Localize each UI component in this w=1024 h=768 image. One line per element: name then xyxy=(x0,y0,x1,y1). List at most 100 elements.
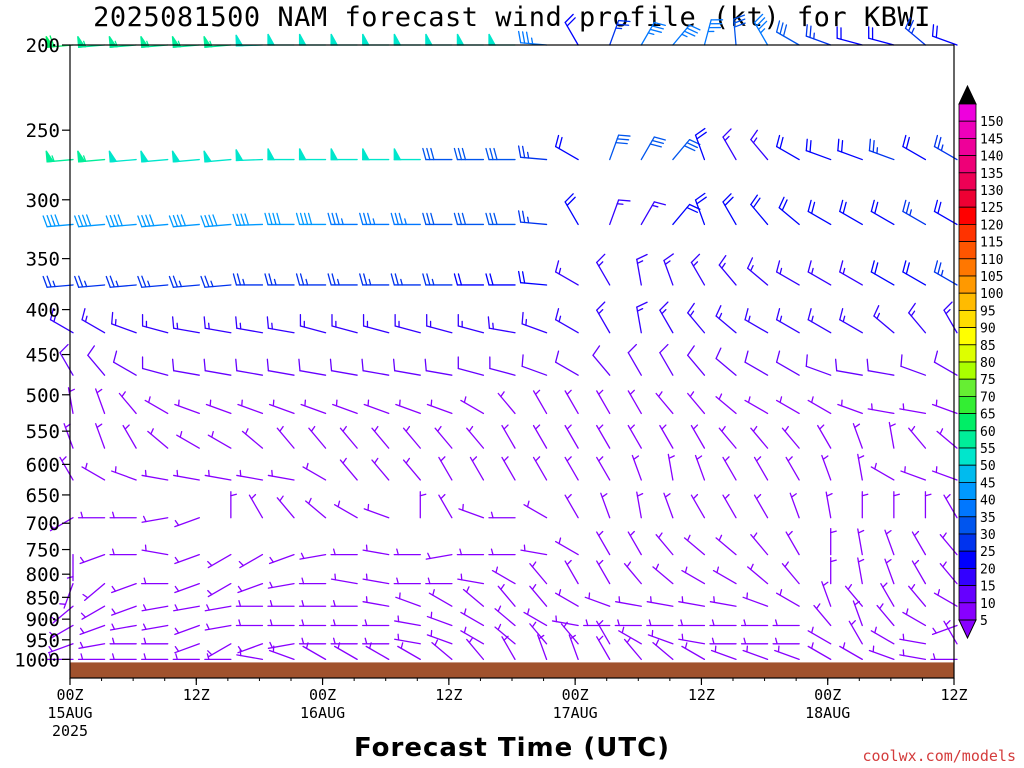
barb-feather xyxy=(453,212,459,226)
wind-barb xyxy=(825,491,833,519)
barb-feather xyxy=(422,212,427,226)
wind-barb xyxy=(394,313,421,334)
wind-barb xyxy=(426,611,453,627)
barb-feather xyxy=(367,212,372,226)
wind-barb xyxy=(438,493,453,519)
barb-half-feather xyxy=(779,315,783,323)
barb-feather xyxy=(42,275,48,288)
wind-barb xyxy=(694,192,707,226)
credit-link[interactable]: coolwx.com/models xyxy=(862,747,1016,765)
barb-feather xyxy=(430,212,435,226)
wind-barb xyxy=(880,582,895,607)
barb-feather xyxy=(636,301,648,308)
barb-half-feather xyxy=(52,280,56,288)
barb-feather xyxy=(933,260,939,273)
wind-barb xyxy=(501,456,516,481)
barb-feather xyxy=(176,214,183,227)
colorbar-bottom-arrow xyxy=(958,619,977,640)
wind-barb xyxy=(772,637,800,645)
barb-pennant xyxy=(267,148,276,161)
barb-feather xyxy=(141,214,147,227)
wind-barb xyxy=(789,492,800,519)
wind-barb xyxy=(537,634,548,661)
barb-feather xyxy=(236,213,242,226)
barb-staff xyxy=(744,361,769,376)
barb-feather xyxy=(908,302,916,314)
wind-barb xyxy=(397,642,421,661)
barb-staff xyxy=(521,365,548,376)
wind-barb xyxy=(564,389,579,415)
barb-half-feather xyxy=(405,457,411,464)
wind-barb xyxy=(908,425,927,449)
barb-half-feather xyxy=(718,312,723,320)
wind-barb xyxy=(235,619,264,627)
colorbar-label: 120 xyxy=(980,218,1003,233)
wind-barb xyxy=(487,316,516,334)
wind-barb xyxy=(750,425,769,449)
barb-half-feather xyxy=(83,155,87,162)
wind-barb xyxy=(517,210,548,226)
barb-feather xyxy=(327,273,332,286)
barb-staff xyxy=(267,370,295,376)
wind-barb xyxy=(431,639,453,661)
wind-barb xyxy=(775,20,800,46)
barb-feather xyxy=(149,214,155,227)
barb-half-feather xyxy=(269,556,274,563)
barb-pennant xyxy=(330,148,339,161)
barb-half-feather xyxy=(500,391,505,398)
barb-pennant xyxy=(203,150,213,163)
wind-barb xyxy=(583,619,611,627)
barb-feather xyxy=(805,24,808,37)
wind-barb xyxy=(204,469,232,481)
wind-barb xyxy=(517,30,548,46)
barb-feather xyxy=(303,212,309,226)
wind-barb xyxy=(694,127,707,161)
barb-feather xyxy=(299,273,305,286)
wind-barb xyxy=(807,260,832,286)
wind-barb xyxy=(609,199,631,226)
colorbar-label: 25 xyxy=(980,545,996,560)
barb-half-feather xyxy=(271,469,273,477)
barb-half-feather xyxy=(64,423,71,429)
wind-barb xyxy=(742,592,769,607)
wind-barb xyxy=(781,425,800,449)
barb-half-feather xyxy=(80,653,84,661)
colorbar-label: 10 xyxy=(980,597,996,612)
wind-barb xyxy=(652,639,674,661)
wind-barb xyxy=(747,257,769,286)
barb-half-feather xyxy=(721,425,726,432)
wind-barb xyxy=(900,466,927,481)
wind-barb xyxy=(659,343,674,376)
barb-half-feather xyxy=(273,278,277,286)
wind-barb xyxy=(230,491,238,519)
barb-feather xyxy=(937,262,942,275)
wind-barb xyxy=(172,653,200,661)
wind-barb xyxy=(109,637,137,645)
wind-barb xyxy=(49,308,74,334)
barb-half-feather xyxy=(211,430,214,438)
barb-feather xyxy=(208,214,214,227)
wind-barb xyxy=(302,462,327,481)
wind-barb xyxy=(489,356,516,376)
wind-barb xyxy=(943,301,958,334)
y-tick-label: 800 xyxy=(26,564,60,586)
barb-half-feather xyxy=(79,556,85,563)
wind-barb xyxy=(596,456,611,481)
barb-feather xyxy=(335,212,340,226)
barb-half-feather xyxy=(648,619,652,627)
wind-barb xyxy=(300,399,327,415)
x-tick-label: 17AUG xyxy=(553,704,598,722)
barb-feather xyxy=(905,201,910,215)
wind-barb xyxy=(295,273,327,286)
wind-barb xyxy=(267,619,295,627)
barb-half-feather xyxy=(787,456,793,462)
barb-feather xyxy=(109,214,115,227)
wind-barb xyxy=(339,457,358,481)
barb-half-feather xyxy=(811,396,814,404)
barb-half-feather xyxy=(148,396,151,404)
barb-half-feather xyxy=(684,642,688,650)
barb-feather xyxy=(554,134,560,148)
wind-barb xyxy=(426,313,453,334)
barb-half-feather xyxy=(558,537,562,545)
